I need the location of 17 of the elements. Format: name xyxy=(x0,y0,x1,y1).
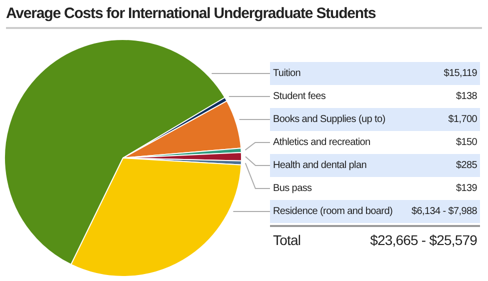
text: $15,119 xyxy=(444,68,477,79)
slice-label: Bus pass xyxy=(273,183,312,194)
text: $285 xyxy=(456,160,477,171)
text: Total xyxy=(273,232,301,248)
text: $138 xyxy=(456,91,477,102)
text: $1,700 xyxy=(448,114,477,125)
text: $6,134 - $7,988 xyxy=(411,206,477,217)
text: $23,665 - $25,579 xyxy=(370,232,477,248)
slice-label: Residence (room and board) xyxy=(273,206,392,217)
slice-label: Books and Supplies (up to) xyxy=(273,114,386,125)
slice-label: Tuition xyxy=(273,68,301,79)
slice-label: Athletics and recreation xyxy=(273,137,370,148)
slice-label: Health and dental plan xyxy=(273,160,366,171)
chart-title: Average Costs for International Undergraduate Students xyxy=(6,5,482,29)
text: $150 xyxy=(456,137,477,148)
slice-label: Student fees xyxy=(273,91,326,102)
text: $139 xyxy=(456,183,477,194)
